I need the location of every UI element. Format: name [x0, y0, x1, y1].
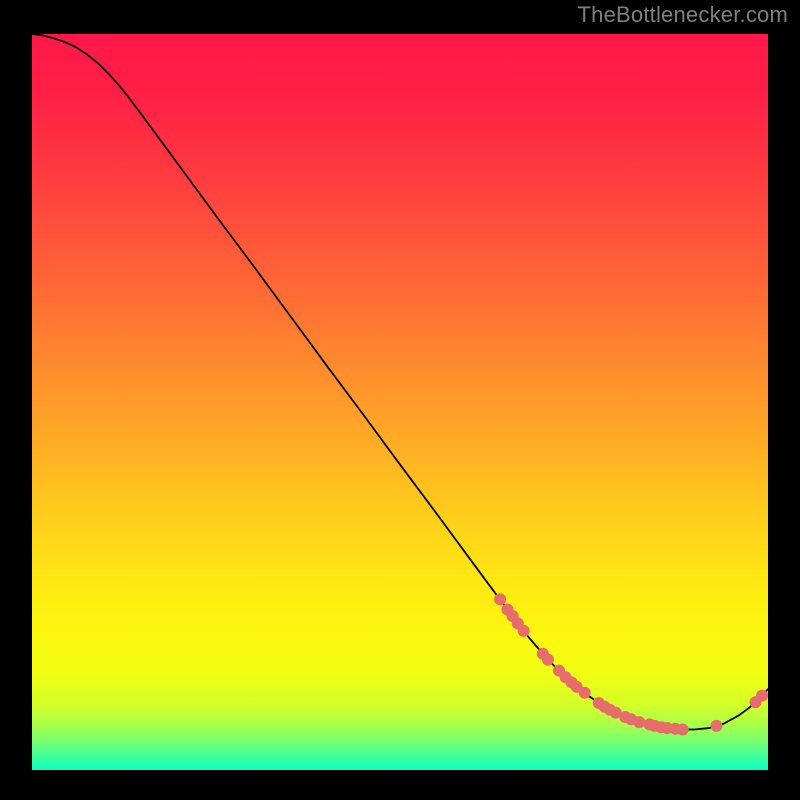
chart-container: TheBottlenecker.com — [0, 0, 800, 800]
data-point-marker — [579, 687, 591, 699]
data-point-marker — [710, 720, 722, 732]
data-point-marker — [518, 625, 530, 637]
data-point-marker — [494, 593, 506, 605]
data-point-marker — [633, 716, 645, 728]
data-point-marker — [756, 690, 768, 702]
watermark-text: TheBottlenecker.com — [578, 2, 788, 28]
data-markers — [32, 34, 768, 770]
data-point-marker — [677, 724, 689, 736]
data-point-marker — [542, 654, 554, 666]
plot-area — [32, 34, 768, 770]
